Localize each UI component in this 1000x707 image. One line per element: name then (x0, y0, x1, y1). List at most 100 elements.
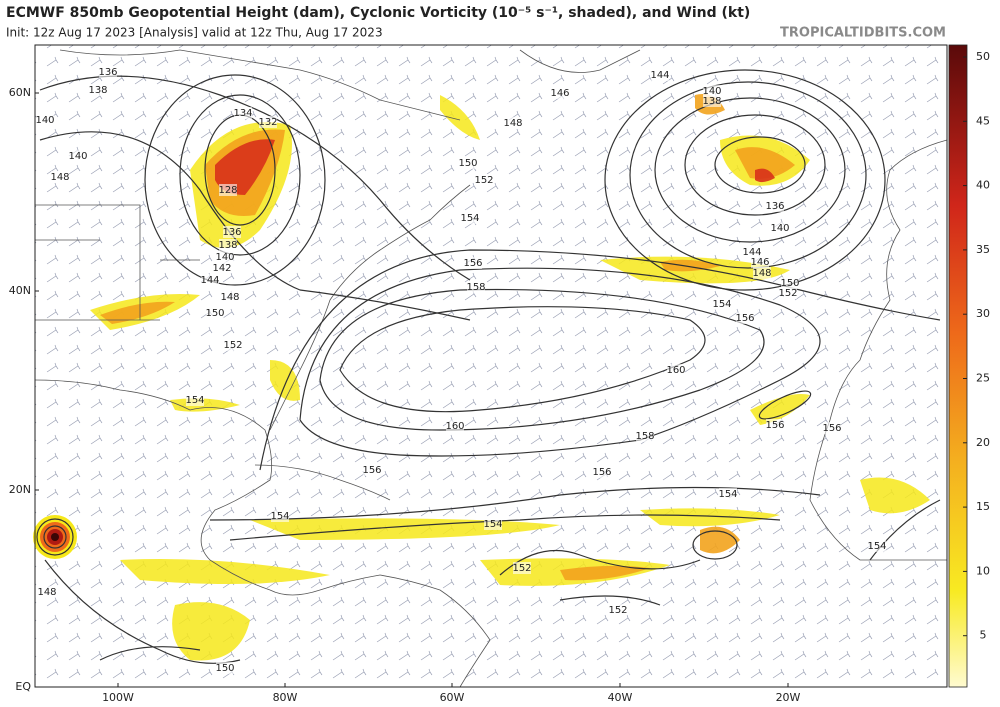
lon-label: 80W (273, 691, 298, 704)
subtitle: Init: 12z Aug 17 2023 [Analysis] valid a… (6, 26, 383, 40)
contour-label-bg (636, 430, 654, 442)
contour-label: 154 (460, 213, 479, 224)
contour-label-bg (51, 171, 69, 183)
contour-label: 154 (483, 519, 502, 530)
lon-label: 60W (440, 691, 465, 704)
contour-label: 146 (550, 88, 569, 99)
contour-label-bg (736, 312, 754, 324)
contour-label: 156 (822, 423, 841, 434)
colorbar-label: 5 (980, 629, 987, 642)
contour-label: 140 (702, 86, 721, 97)
contour-label-bg (69, 150, 87, 162)
contour-label: 158 (466, 282, 485, 293)
contour-label-bg (219, 184, 237, 196)
contour-label: 148 (752, 268, 771, 279)
contour-label-bg (751, 256, 769, 268)
colorbar-label: 10 (976, 564, 990, 577)
colorbar-label: 40 (976, 179, 990, 192)
contour-label: 154 (712, 299, 731, 310)
contour-label-bg (766, 200, 784, 212)
contour-label: 140 (770, 223, 789, 234)
contour-label-bg (651, 69, 669, 81)
contour-label-bg (766, 419, 784, 431)
contour-label: 136 (222, 227, 241, 238)
colorbar-label: 50 (976, 50, 990, 63)
lat-label: 20N (9, 483, 31, 496)
contour-label: 158 (635, 431, 654, 442)
contour-label-bg (459, 157, 477, 169)
colorbar-label: 45 (976, 114, 990, 127)
contour-label-bg (713, 298, 731, 310)
credit: TROPICALTIDBITS.COM (780, 26, 946, 41)
contour-label: 150 (780, 278, 799, 289)
contour-label-bg (771, 222, 789, 234)
contour-label: 140 (35, 115, 54, 126)
lat-label: 60N (9, 86, 31, 99)
contour-label-bg (221, 291, 239, 303)
contour-label-bg (201, 274, 219, 286)
contour-label-bg (609, 604, 627, 616)
contour-label: 160 (445, 421, 464, 432)
wind-barbs (35, 45, 947, 687)
contour-label-bg (823, 422, 841, 434)
contour-label: 156 (765, 420, 784, 431)
contour-label: 136 (765, 201, 784, 212)
contour-label-bg (186, 394, 204, 406)
colorbar-label: 20 (976, 436, 990, 449)
contour-label-bg (234, 107, 252, 119)
contour-label-bg (363, 464, 381, 476)
contour-label: 128 (218, 185, 237, 196)
colorbar-label: 35 (976, 243, 990, 256)
lon-label: 20W (776, 691, 801, 704)
contour-label-bg (719, 488, 737, 500)
contour-label: 138 (702, 96, 721, 107)
contour-label: 140 (215, 252, 234, 263)
contour-label: 152 (223, 340, 242, 351)
contour-label: 132 (258, 117, 277, 128)
contour-label-bg (868, 540, 886, 552)
contour-label: 146 (750, 257, 769, 268)
contour-label-bg (464, 257, 482, 269)
cyclone-marker (33, 515, 77, 559)
contour-label: 152 (474, 175, 493, 186)
contour-label-bg (271, 510, 289, 522)
contour-label: 150 (458, 158, 477, 169)
title: ECMWF 850mb Geopotential Height (dam), C… (6, 5, 750, 21)
colorbar-label: 25 (976, 372, 990, 385)
contour-label-bg (593, 466, 611, 478)
colorbar (948, 44, 968, 688)
contour-label: 134 (233, 108, 252, 119)
contour-label-bg (216, 251, 234, 263)
contour-label-bg (89, 84, 107, 96)
contour-label-bg (703, 85, 721, 97)
contour-label-bg (213, 262, 231, 274)
contour-label-bg (446, 420, 464, 432)
contour-label-bg (38, 586, 56, 598)
contour-label-bg (551, 87, 569, 99)
contour-label: 150 (205, 308, 224, 319)
contour-label-bg (259, 116, 277, 128)
coastlines (34, 49, 948, 688)
contour-label: 154 (185, 395, 204, 406)
contour-label: 152 (608, 605, 627, 616)
contour-label: 142 (212, 263, 231, 274)
contour-label-bg (703, 95, 721, 107)
contour-label-bg (484, 518, 502, 530)
contour-label: 152 (512, 563, 531, 574)
contour-label: 140 (68, 151, 87, 162)
contour-label-bg (475, 174, 493, 186)
contour-label: 152 (778, 288, 797, 299)
contour-label: 156 (463, 258, 482, 269)
contour-label-bg (667, 364, 685, 376)
contour-label-bg (206, 307, 224, 319)
map-frame (33, 45, 948, 688)
contour-label: 160 (666, 365, 685, 376)
contour-label-bg (461, 212, 479, 224)
contour-label-bg (99, 66, 117, 78)
contour-label: 138 (218, 240, 237, 251)
contour-label: 154 (867, 541, 886, 552)
contour-label-bg (223, 226, 241, 238)
contour-label-bg (779, 287, 797, 299)
